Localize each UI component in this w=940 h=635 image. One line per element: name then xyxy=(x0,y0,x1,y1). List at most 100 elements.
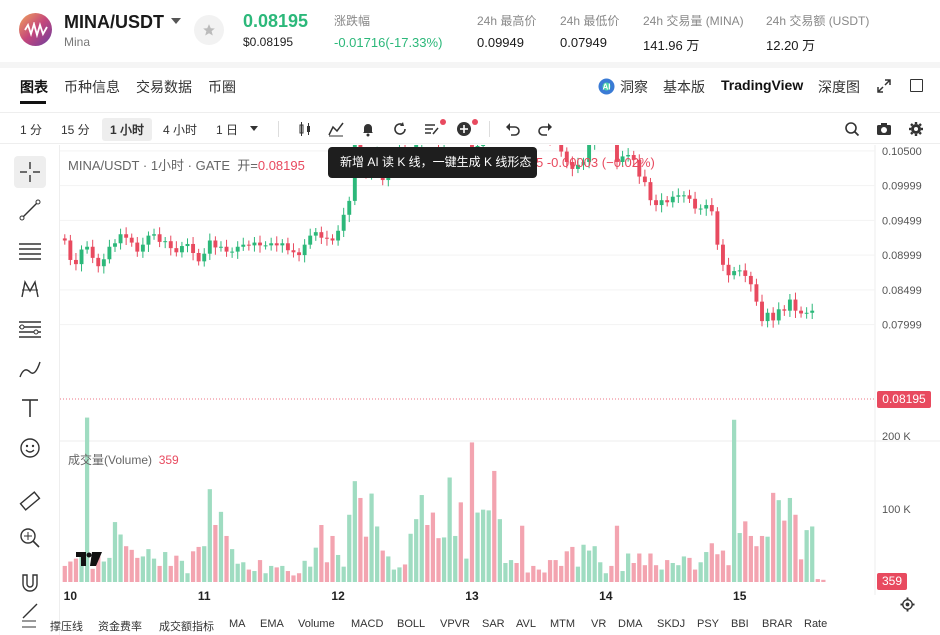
ai-kline-icon[interactable] xyxy=(424,121,440,137)
expand-icon[interactable] xyxy=(877,79,891,93)
zoom-in-icon[interactable] xyxy=(14,522,46,554)
chart-settings-gear-icon[interactable] xyxy=(900,597,915,612)
candle-body xyxy=(140,244,145,252)
mina-logo-icon xyxy=(23,21,48,38)
stat-volume: 24h 交易量 (MINA) 141.96 万 xyxy=(643,14,744,53)
indicator-funding-rate[interactable]: 资金费率 xyxy=(98,621,142,633)
candle-body xyxy=(732,271,737,276)
indicator-dma[interactable]: DMA xyxy=(618,618,643,630)
alert-bell-icon[interactable] xyxy=(360,121,376,137)
pattern-icon[interactable] xyxy=(14,273,46,305)
fibonacci-icon[interactable] xyxy=(14,313,46,345)
tradingview-tab[interactable]: TradingView xyxy=(721,77,804,93)
candlestick-chart[interactable]: 0.115000.110000.105000.099990.094990.089… xyxy=(60,145,940,635)
indicator-turnover[interactable]: 成交额指标 xyxy=(159,621,214,633)
tab-trade-data[interactable]: 交易数据 xyxy=(136,79,192,95)
volume-bar xyxy=(196,546,201,582)
indicators-icon[interactable] xyxy=(328,121,344,137)
ai-insight-icon[interactable]: AI xyxy=(598,78,615,95)
last-price: 0.08195 xyxy=(243,11,309,31)
volume-bar xyxy=(637,553,642,582)
y-tick-label: 0.08999 xyxy=(882,250,922,262)
indicator-avl[interactable]: AVL xyxy=(516,618,536,630)
candle-body xyxy=(765,312,770,322)
redo-icon[interactable] xyxy=(537,121,553,137)
camera-icon[interactable] xyxy=(876,121,892,137)
svg-text:AI: AI xyxy=(603,83,611,92)
candle-body xyxy=(693,198,698,209)
volume-bar xyxy=(257,560,263,582)
tab-coin-info[interactable]: 币种信息 xyxy=(64,79,120,95)
replay-icon[interactable] xyxy=(392,121,408,137)
indicator-skdj[interactable]: SKDJ xyxy=(657,618,686,630)
brush-icon[interactable] xyxy=(14,353,46,385)
candle-body xyxy=(285,243,290,251)
volume-tick-label: 100 K xyxy=(882,504,911,516)
lock-drawing-icon[interactable] xyxy=(14,601,46,621)
window-icon[interactable] xyxy=(910,79,923,92)
basic-version-tab[interactable]: 基本版 xyxy=(663,79,705,95)
volume-bar xyxy=(386,556,391,582)
emoji-icon[interactable] xyxy=(14,432,46,464)
legend-change: 5 -0.00003 (−0.02%) xyxy=(536,155,655,170)
indicator-brar[interactable]: BRAR xyxy=(762,618,793,630)
indicator-sar[interactable]: SAR xyxy=(482,618,505,630)
timeframe-1d[interactable]: 1 日 xyxy=(216,123,239,137)
indicator-bbi[interactable]: BBI xyxy=(731,618,749,630)
indicator-volume[interactable]: Volume xyxy=(298,618,335,630)
volume-bar xyxy=(458,502,463,582)
tab-community[interactable]: 币圈 xyxy=(208,79,236,95)
timeframe-chevron-down-icon[interactable] xyxy=(250,126,258,131)
text-tool-icon[interactable] xyxy=(14,392,46,424)
candle-body xyxy=(615,145,619,162)
volume-bar xyxy=(481,509,486,582)
candle-body xyxy=(179,246,184,253)
volume-tag: 359 xyxy=(877,573,907,590)
x-tick-label: 13 xyxy=(465,589,479,603)
candle-body xyxy=(313,232,318,236)
indicator-ema[interactable]: EMA xyxy=(260,618,284,630)
candle-body xyxy=(191,243,196,254)
indicator-mtm[interactable]: MTM xyxy=(550,618,576,630)
timeframe-1h[interactable]: 1 小时 xyxy=(102,118,153,141)
gear-icon[interactable] xyxy=(908,121,924,137)
tab-chart[interactable]: 图表 xyxy=(20,79,48,95)
new-badge-dot xyxy=(440,119,446,125)
indicator-rate[interactable]: Rate xyxy=(804,618,828,630)
timeframe-4h[interactable]: 4 小时 xyxy=(163,123,198,137)
horizontal-lines-icon[interactable] xyxy=(14,234,46,266)
stat-change: 涨跌幅 -0.01716(-17.33%) xyxy=(334,14,443,50)
volume-bar xyxy=(704,552,709,582)
chevron-down-icon[interactable] xyxy=(171,18,181,24)
ruler-icon[interactable] xyxy=(14,485,46,517)
timeframe-15m[interactable]: 15 分 xyxy=(61,123,90,137)
volume-bar xyxy=(62,565,67,582)
magnet-icon[interactable] xyxy=(14,567,46,599)
indicator-vr[interactable]: VR xyxy=(591,618,607,630)
x-tick-label: 11 xyxy=(198,589,211,603)
indicator-ma[interactable]: MA xyxy=(229,618,246,630)
indicator-support-resistance[interactable]: 撑压线 xyxy=(50,621,83,633)
trend-line-icon[interactable] xyxy=(14,194,46,226)
timeframe-1m[interactable]: 1 分 xyxy=(20,123,43,137)
depth-chart-tab[interactable]: 深度图 xyxy=(818,79,860,95)
add-circle-icon[interactable] xyxy=(456,121,472,137)
undo-icon[interactable] xyxy=(505,121,521,137)
pair-name[interactable]: MINA/USDT xyxy=(64,12,164,32)
indicator-vpvr[interactable]: VPVR xyxy=(440,618,470,630)
favorite-star-icon[interactable] xyxy=(194,15,224,45)
volume-tick-label: 200 K xyxy=(882,431,911,443)
tradingview-logo-icon xyxy=(76,552,102,566)
crosshair-icon[interactable] xyxy=(14,156,46,188)
panel-tabs: 图表 币种信息 交易数据 币圈 AI 洞察 基本版 TradingView 深度… xyxy=(0,68,940,104)
indicator-boll[interactable]: BOLL xyxy=(397,618,426,630)
candle-body xyxy=(230,251,235,253)
indicator-psy[interactable]: PSY xyxy=(697,618,720,630)
candle-style-icon[interactable] xyxy=(297,121,313,137)
indicator-macd[interactable]: MACD xyxy=(351,618,384,630)
candle-body xyxy=(704,205,709,209)
volume-bar xyxy=(146,549,151,582)
ai-insight-tab[interactable]: 洞察 xyxy=(620,79,648,95)
candle-body xyxy=(246,244,251,246)
search-icon[interactable] xyxy=(844,121,860,137)
